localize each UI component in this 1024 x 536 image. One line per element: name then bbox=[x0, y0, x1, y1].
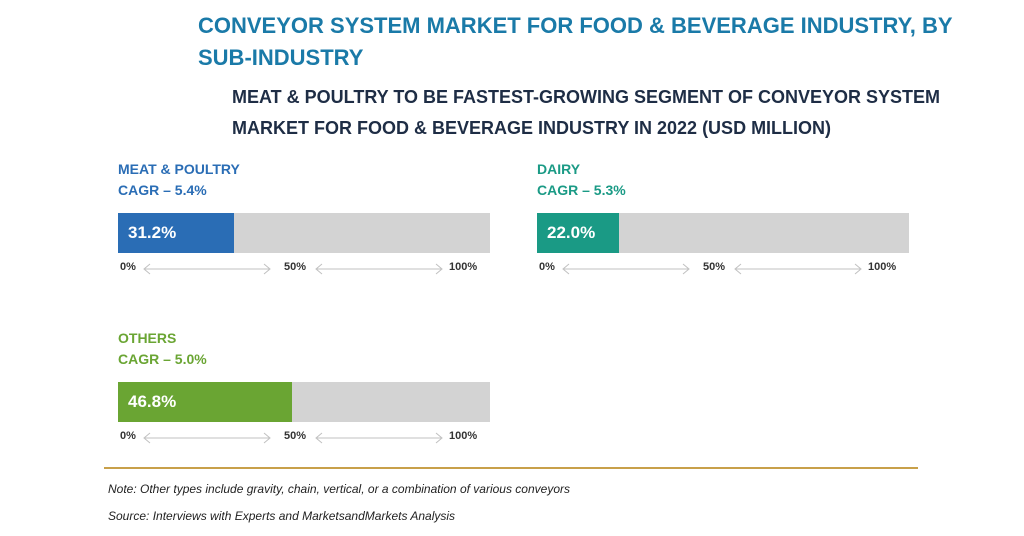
tick-label-50: 50% bbox=[703, 261, 726, 273]
chart-title: CONVEYOR SYSTEM MARKET FOR FOOD & BEVERA… bbox=[198, 13, 953, 70]
double-arrow-icon bbox=[142, 432, 272, 444]
footer-divider bbox=[104, 467, 918, 469]
tick-label-100: 100% bbox=[449, 261, 478, 273]
bar-fill: 46.8% bbox=[118, 382, 292, 422]
tick-label-50: 50% bbox=[284, 430, 307, 442]
scale-axis: 0% 50% 100% bbox=[537, 261, 909, 277]
segment-cagr: CAGR – 5.3% bbox=[537, 182, 626, 198]
tick-label-100: 100% bbox=[868, 261, 897, 273]
double-arrow-icon bbox=[314, 432, 444, 444]
tick-label-100: 100% bbox=[449, 430, 478, 442]
scale-axis: 0% 50% 100% bbox=[118, 261, 490, 277]
bar-value-label: 31.2% bbox=[128, 223, 177, 242]
segment-cagr: CAGR – 5.4% bbox=[118, 182, 207, 198]
source-note: Source: Interviews with Experts and Mark… bbox=[108, 509, 456, 523]
bar-value-label: 46.8% bbox=[128, 392, 177, 411]
segment-panel-dairy: DAIRY CAGR – 5.3% 22.0% 0% 50% 100% bbox=[537, 161, 917, 291]
bar-fill: 31.2% bbox=[118, 213, 234, 253]
tick-label-0: 0% bbox=[120, 261, 136, 273]
tick-label-50: 50% bbox=[284, 261, 307, 273]
bar-track: 46.8% bbox=[118, 382, 490, 422]
bar-track: 22.0% bbox=[537, 213, 909, 253]
tick-label-0: 0% bbox=[120, 430, 136, 442]
segment-name: DAIRY bbox=[537, 161, 581, 177]
double-arrow-icon bbox=[561, 263, 691, 275]
segment-name: OTHERS bbox=[118, 330, 177, 346]
double-arrow-icon bbox=[142, 263, 272, 275]
double-arrow-icon bbox=[733, 263, 863, 275]
segment-panel-others: OTHERS CAGR – 5.0% 46.8% 0% 50% 100% bbox=[118, 330, 498, 460]
scale-axis: 0% 50% 100% bbox=[118, 430, 490, 446]
tick-label-0: 0% bbox=[539, 261, 555, 273]
segment-name: MEAT & POULTRY bbox=[118, 161, 240, 177]
segment-cagr: CAGR – 5.0% bbox=[118, 351, 207, 367]
footnote: Note: Other types include gravity, chain… bbox=[108, 482, 570, 496]
bar-value-label: 22.0% bbox=[547, 223, 596, 242]
segment-panel-meat-poultry: MEAT & POULTRY CAGR – 5.4% 31.2% 0% 50% … bbox=[118, 161, 498, 291]
chart-subtitle: MEAT & POULTRY TO BE FASTEST-GROWING SEG… bbox=[232, 87, 941, 138]
double-arrow-icon bbox=[314, 263, 444, 275]
bar-fill: 22.0% bbox=[537, 213, 619, 253]
bar-track: 31.2% bbox=[118, 213, 490, 253]
